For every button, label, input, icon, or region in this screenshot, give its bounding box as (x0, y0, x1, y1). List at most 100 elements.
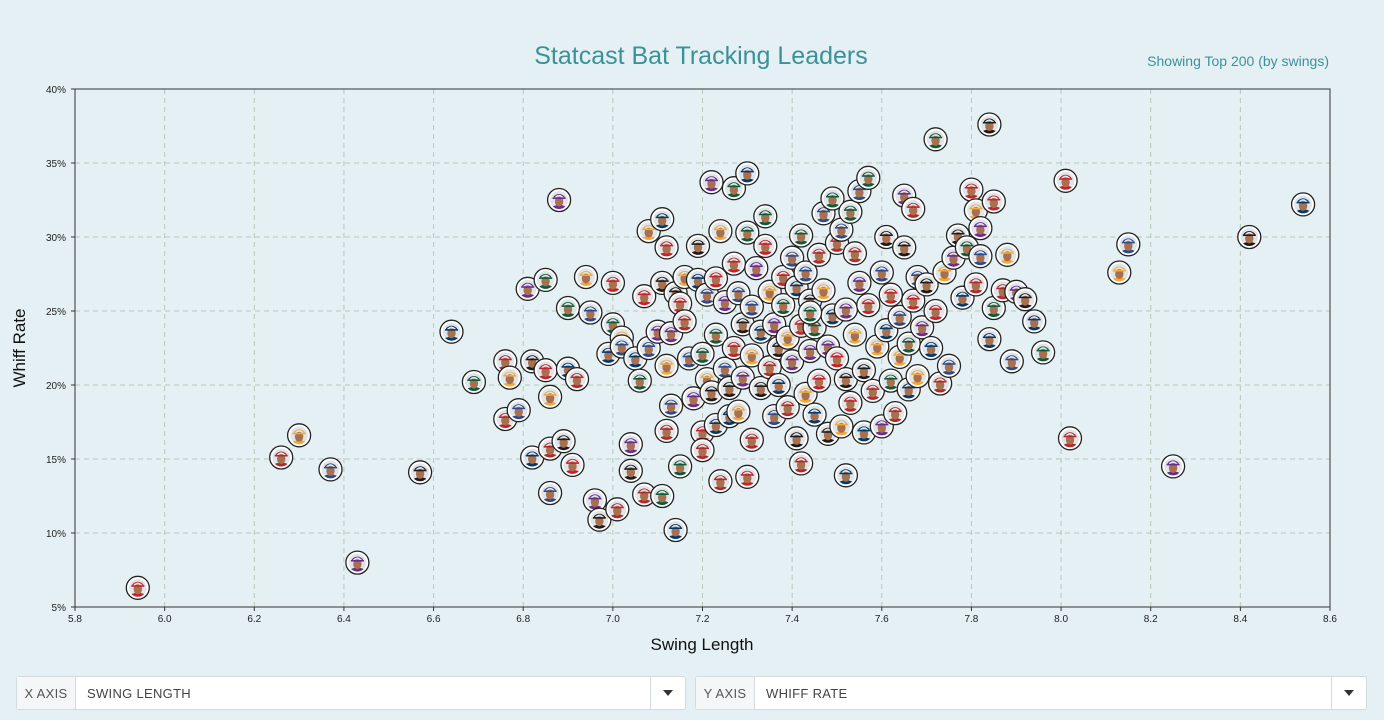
player-point[interactable] (766, 372, 791, 401)
player-point[interactable] (605, 497, 630, 525)
player-point[interactable] (667, 454, 693, 482)
player-point[interactable] (842, 241, 868, 268)
player-point[interactable] (537, 480, 563, 509)
player-point[interactable] (708, 218, 733, 247)
player-point[interactable] (1030, 340, 1056, 368)
player-point[interactable] (851, 358, 877, 386)
player-point[interactable] (793, 260, 818, 288)
player-point[interactable] (699, 380, 724, 408)
player-point[interactable] (1013, 287, 1038, 315)
player-point[interactable] (851, 420, 877, 448)
player-point[interactable] (618, 458, 643, 486)
player-point[interactable] (753, 204, 778, 232)
player-point[interactable] (681, 386, 706, 414)
player-point[interactable] (439, 319, 464, 347)
player-point[interactable] (968, 244, 993, 272)
player-point[interactable] (1116, 232, 1141, 260)
player-point[interactable] (551, 429, 576, 457)
player-point[interactable] (506, 398, 531, 426)
player-point[interactable] (856, 165, 881, 193)
player-point[interactable] (721, 251, 747, 279)
player-point[interactable] (699, 170, 724, 198)
x-axis-select-value[interactable]: SWING LENGTH (87, 685, 191, 701)
player-point[interactable] (833, 366, 859, 395)
player-point[interactable] (672, 309, 697, 337)
player-point[interactable] (833, 297, 859, 325)
player-point[interactable] (860, 378, 885, 406)
player-point[interactable] (936, 353, 962, 381)
player-point[interactable] (802, 402, 827, 430)
y-axis-dropdown-button[interactable] (1331, 677, 1366, 709)
player-point[interactable] (775, 395, 800, 423)
player-point[interactable] (829, 414, 854, 442)
x-axis-dropdown-button[interactable] (650, 677, 685, 709)
player-point[interactable] (883, 400, 908, 429)
player-point[interactable] (995, 242, 1020, 269)
player-point[interactable] (824, 346, 850, 374)
player-point[interactable] (564, 366, 590, 395)
player-point[interactable] (1022, 309, 1047, 337)
player-point[interactable] (125, 575, 150, 603)
player-point[interactable] (654, 353, 679, 381)
player-point[interactable] (797, 300, 823, 328)
player-point[interactable] (918, 335, 944, 364)
player-point[interactable] (632, 284, 657, 312)
player-point[interactable] (784, 426, 809, 454)
player-point[interactable] (618, 432, 643, 460)
player-point[interactable] (1107, 260, 1132, 288)
player-point[interactable] (654, 418, 679, 446)
player-point[interactable] (627, 368, 652, 396)
player-point[interactable] (650, 483, 675, 512)
y-axis-select-value[interactable]: WHIFF RATE (766, 685, 848, 701)
player-point[interactable] (923, 127, 948, 155)
player-point[interactable] (878, 282, 903, 310)
player-point[interactable] (654, 235, 679, 263)
player-point[interactable] (771, 292, 796, 321)
player-point[interactable] (555, 295, 581, 324)
player-point[interactable] (573, 264, 599, 293)
player-point[interactable] (658, 393, 684, 421)
player-point[interactable] (269, 445, 294, 473)
player-point[interactable] (901, 288, 926, 316)
player-point[interactable] (533, 267, 558, 295)
player-point[interactable] (721, 335, 747, 364)
player-point[interactable] (632, 482, 657, 510)
player-point[interactable] (345, 550, 370, 578)
player-point[interactable] (869, 260, 894, 288)
player-point[interactable] (820, 186, 845, 214)
player-point[interactable] (537, 384, 563, 412)
player-point[interactable] (887, 304, 912, 332)
x-axis-select[interactable]: X AXIS SWING LENGTH (16, 676, 686, 710)
player-point[interactable] (838, 390, 863, 418)
player-point[interactable] (788, 223, 814, 251)
player-point[interactable] (407, 460, 433, 488)
player-point[interactable] (726, 399, 751, 427)
player-point[interactable] (788, 451, 814, 479)
player-point[interactable] (905, 363, 930, 392)
player-point[interactable] (685, 233, 711, 261)
player-point[interactable] (779, 349, 805, 377)
y-axis-select[interactable]: Y AXIS WHIFF RATE (695, 676, 1367, 710)
player-point[interactable] (1237, 224, 1262, 253)
player-point[interactable] (963, 272, 989, 300)
player-point[interactable] (690, 341, 715, 369)
player-point[interactable] (546, 187, 572, 216)
player-point[interactable] (842, 322, 868, 350)
player-point[interactable] (587, 507, 612, 535)
player-point[interactable] (909, 315, 935, 343)
player-point[interactable] (708, 469, 733, 497)
player-point[interactable] (923, 298, 948, 327)
player-point[interactable] (690, 437, 715, 466)
player-point[interactable] (874, 224, 899, 253)
player-point[interactable] (735, 161, 760, 189)
player-point[interactable] (959, 177, 984, 205)
player-point[interactable] (1057, 426, 1083, 454)
player-point[interactable] (744, 255, 769, 284)
player-point[interactable] (748, 375, 773, 404)
player-point[interactable] (977, 326, 1002, 355)
player-point[interactable] (806, 368, 832, 396)
player-point[interactable] (515, 276, 540, 304)
player-point[interactable] (1290, 192, 1316, 220)
player-point[interactable] (286, 423, 312, 451)
player-point[interactable] (703, 266, 729, 294)
